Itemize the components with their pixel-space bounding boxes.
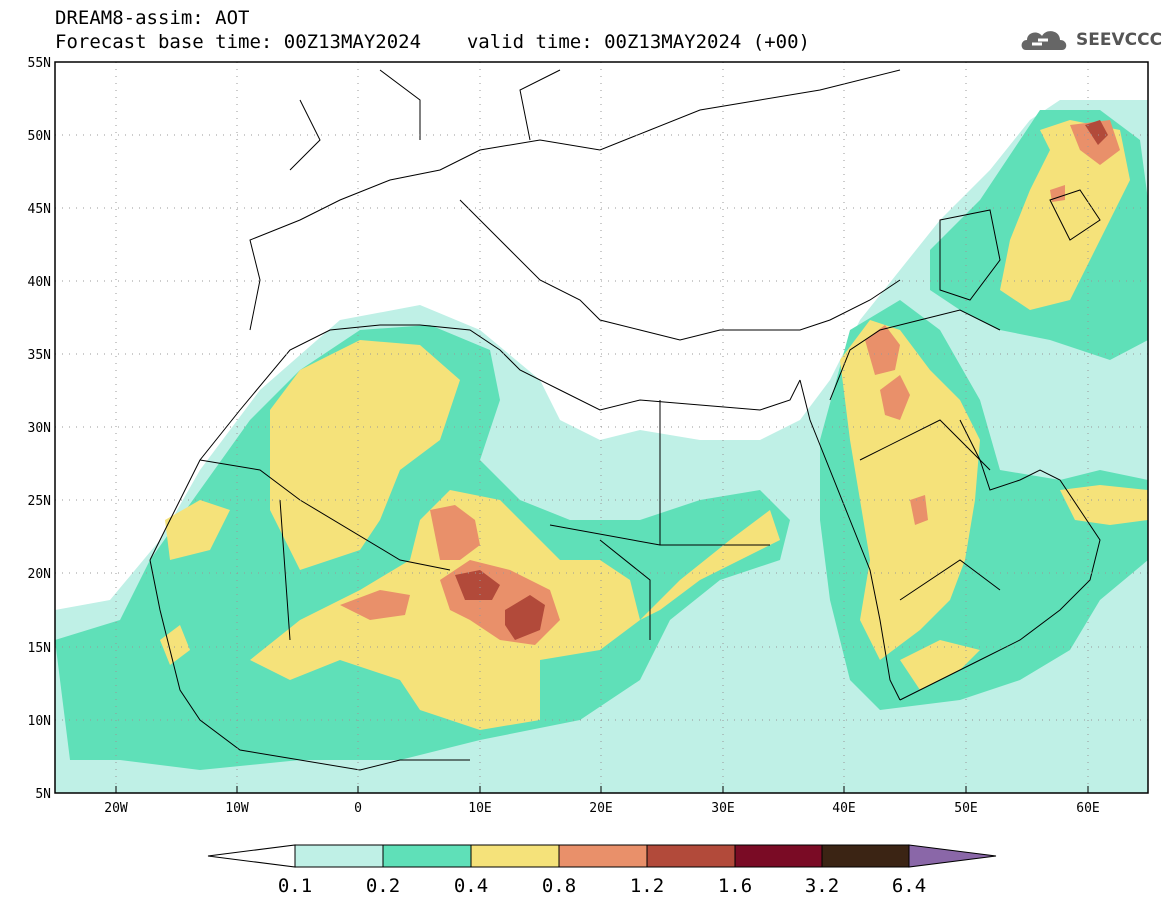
x-tick-label: 50E bbox=[954, 801, 977, 816]
colorbar-segment bbox=[207, 844, 296, 868]
x-tick-label: 0 bbox=[354, 801, 362, 816]
base-time-label: Forecast base time: 00Z13MAY2024 bbox=[55, 31, 422, 53]
y-tick-label: 15N bbox=[28, 641, 51, 656]
x-tick-marks bbox=[115, 786, 1089, 793]
colorbar bbox=[207, 844, 997, 868]
colorbar-segment bbox=[470, 844, 560, 868]
colorbar-segment bbox=[382, 844, 472, 868]
y-tick-label: 55N bbox=[28, 56, 51, 71]
x-tick-label: 10W bbox=[225, 801, 249, 816]
colorbar-segment bbox=[646, 844, 736, 868]
y-tick-label: 50N bbox=[28, 129, 51, 144]
colorbar-segment bbox=[558, 844, 648, 868]
colorbar-segment bbox=[294, 844, 384, 868]
x-tick-label: 40E bbox=[832, 801, 855, 816]
colorbar-label: 0.8 bbox=[542, 875, 576, 897]
logo-text: SEEVCCC bbox=[1076, 30, 1163, 50]
y-tick-label: 5N bbox=[35, 787, 51, 802]
x-tick-label: 20E bbox=[589, 801, 612, 816]
time-info: Forecast base time: 00Z13MAY2024 valid t… bbox=[55, 32, 810, 52]
colorbar-segment bbox=[734, 844, 823, 868]
y-axis-labels: 55N 50N 45N 40N 35N 30N 25N 20N 15N 10N … bbox=[28, 56, 51, 802]
x-tick-label: 10E bbox=[468, 801, 491, 816]
graticule bbox=[55, 62, 1148, 793]
colorbar-labels: 0.1 0.2 0.4 0.8 1.2 1.6 3.2 6.4 bbox=[278, 875, 926, 897]
y-tick-label: 40N bbox=[28, 275, 51, 290]
colorbar-label: 1.2 bbox=[630, 875, 664, 897]
x-tick-label: 60E bbox=[1076, 801, 1099, 816]
y-tick-label: 25N bbox=[28, 494, 51, 509]
colorbar-label: 0.4 bbox=[454, 875, 488, 897]
y-tick-label: 35N bbox=[28, 348, 51, 363]
colorbar-label: 6.4 bbox=[892, 875, 926, 897]
y-tick-label: 45N bbox=[28, 202, 51, 217]
colorbar-label: 0.2 bbox=[366, 875, 400, 897]
colorbar-segment bbox=[908, 844, 997, 868]
aot-field bbox=[55, 62, 1148, 793]
aot-contour-0.4 bbox=[160, 120, 1148, 730]
y-tick-label: 30N bbox=[28, 421, 51, 436]
y-tick-label: 10N bbox=[28, 714, 51, 729]
map-title: DREAM8-assim: AOT bbox=[55, 7, 250, 29]
cloud-icon bbox=[1021, 31, 1067, 50]
x-tick-label: 30E bbox=[711, 801, 734, 816]
y-tick-label: 20N bbox=[28, 567, 51, 582]
colorbar-label: 0.1 bbox=[278, 875, 312, 897]
seevccc-logo: SEEVCCC bbox=[1018, 22, 1162, 56]
coastlines bbox=[149, 69, 1101, 771]
x-tick-label: 20W bbox=[104, 801, 128, 816]
x-axis-labels: 20W 10W 0 10E 20E 30E 40E 50E 60E bbox=[104, 801, 1099, 816]
aot-contour-1.2 bbox=[455, 120, 1108, 640]
valid-time-label: valid time: 00Z13MAY2024 (+00) bbox=[466, 31, 810, 53]
colorbar-segment bbox=[821, 844, 910, 868]
colorbar-label: 1.6 bbox=[718, 875, 752, 897]
colorbar-label: 3.2 bbox=[805, 875, 839, 897]
